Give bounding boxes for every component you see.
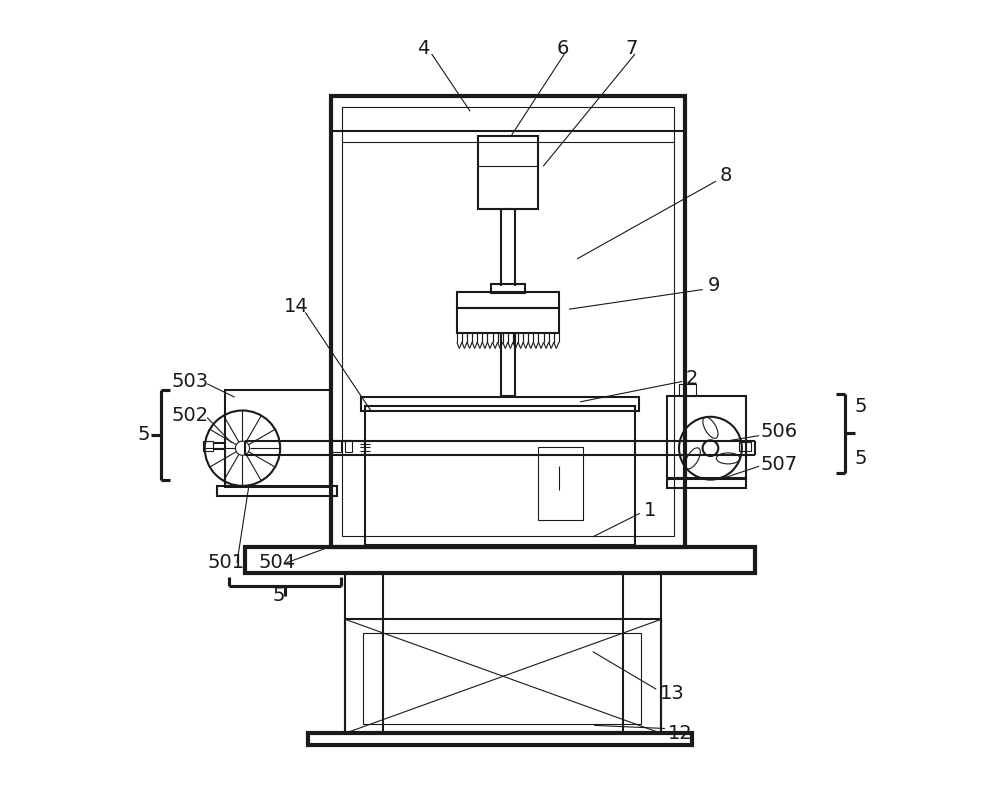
Bar: [679, 384, 696, 396]
Text: 4: 4: [418, 39, 430, 58]
Text: 504: 504: [258, 553, 295, 572]
Bar: [739, 442, 751, 452]
Text: 503: 503: [172, 372, 209, 391]
Bar: [217, 486, 337, 496]
Text: 5: 5: [855, 397, 867, 416]
Bar: [365, 406, 635, 545]
Bar: [363, 634, 641, 724]
Bar: [478, 136, 538, 210]
Bar: [345, 440, 352, 452]
Bar: [245, 547, 755, 573]
Bar: [491, 284, 525, 293]
Bar: [345, 619, 661, 733]
Text: 1: 1: [644, 500, 656, 520]
Text: 507: 507: [761, 455, 798, 474]
Text: 502: 502: [172, 407, 209, 426]
Bar: [308, 733, 692, 745]
Text: 6: 6: [557, 39, 569, 58]
Text: 14: 14: [284, 296, 309, 315]
Text: 13: 13: [659, 685, 684, 704]
Bar: [225, 390, 330, 487]
Bar: [457, 292, 559, 307]
Text: 2: 2: [686, 369, 698, 388]
Text: 501: 501: [208, 553, 245, 572]
Bar: [332, 440, 341, 452]
Text: 12: 12: [668, 723, 693, 743]
Bar: [667, 396, 746, 479]
Bar: [342, 106, 674, 536]
Bar: [361, 397, 639, 411]
Text: 5: 5: [855, 449, 867, 468]
Bar: [667, 478, 746, 489]
Text: 7: 7: [626, 39, 638, 58]
Text: 5: 5: [272, 586, 285, 605]
Text: 506: 506: [761, 422, 798, 441]
Bar: [345, 573, 383, 733]
Bar: [203, 441, 213, 452]
Bar: [538, 448, 583, 519]
Text: 9: 9: [707, 276, 720, 296]
Bar: [623, 573, 661, 733]
Bar: [457, 307, 559, 333]
Text: 5: 5: [137, 426, 150, 444]
Text: 8: 8: [720, 166, 732, 185]
Bar: [331, 95, 685, 547]
